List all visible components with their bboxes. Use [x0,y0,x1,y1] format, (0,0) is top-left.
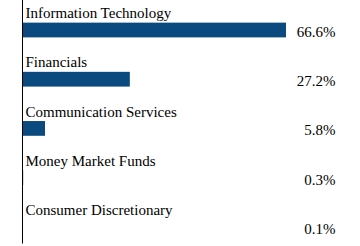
svg-text:Financials: Financials [26,54,88,70]
svg-text:Information Technology: Information Technology [26,5,172,21]
svg-text:5.8%: 5.8% [304,122,335,138]
svg-text:Consumer Discretionary: Consumer Discretionary [26,202,174,218]
svg-text:Money Market Funds: Money Market Funds [26,153,156,169]
svg-text:0.1%: 0.1% [304,221,335,237]
svg-text:27.2%: 27.2% [297,73,336,89]
svg-text:66.6%: 66.6% [297,24,336,40]
svg-text:Communication Services: Communication Services [26,104,177,120]
svg-text:0.3%: 0.3% [304,172,335,188]
